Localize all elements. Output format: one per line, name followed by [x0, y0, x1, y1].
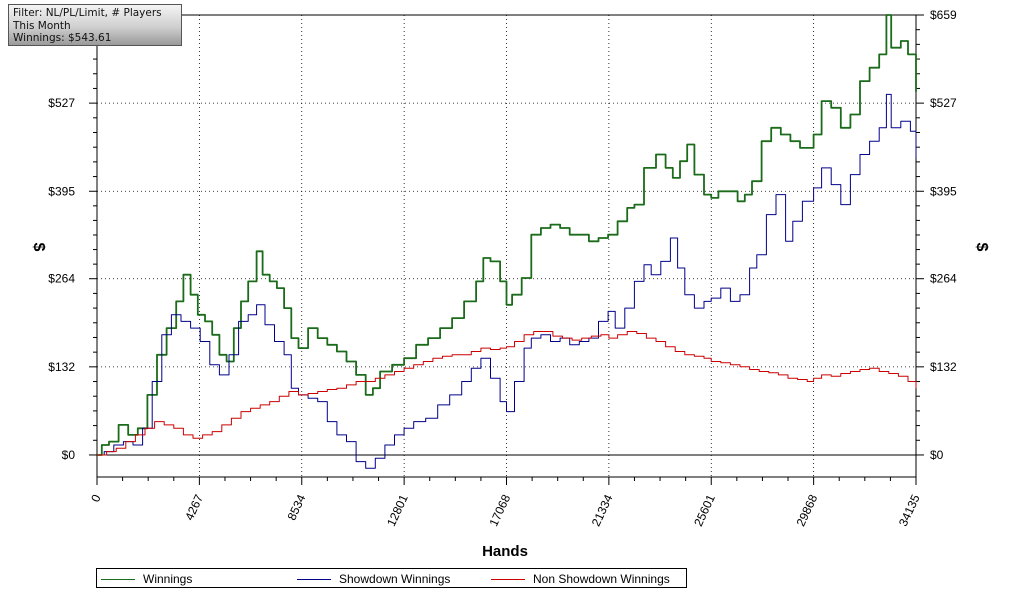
x-tick-label: 17068 [486, 492, 513, 528]
y-tick-label-right: $264 [930, 272, 957, 286]
series-line-non-showdown-winnings [97, 331, 917, 456]
legend-item-winnings: Winnings [101, 571, 192, 587]
y-tick-label-left: $264 [48, 272, 75, 286]
legend-swatch-non-showdown [491, 578, 525, 580]
y-axis-left-labels: $0$132$264$395$527$659 [48, 8, 75, 462]
x-tick-label: 21334 [589, 492, 616, 528]
x-tick-label: 12801 [384, 492, 411, 528]
y-tick-label-left: $132 [48, 360, 75, 374]
y-axis-right-labels: $0 $132 $264 $395 $527 $659 [930, 8, 957, 462]
y-tick-label-left: $395 [48, 184, 75, 198]
legend-item-non-showdown: Non Showdown Winnings [491, 571, 670, 587]
series-line-winnings [97, 14, 917, 456]
filter-line: Filter: NL/PL/Limit, # Players [13, 7, 162, 19]
winnings-total-line: Winnings: $543.61 [13, 32, 112, 44]
legend-label-winnings: Winnings [143, 572, 193, 586]
x-tick-label: 25601 [691, 492, 718, 528]
series-line-showdown-winnings [97, 93, 917, 469]
y-tick-label-left: $527 [48, 96, 75, 110]
y-tick-label-right: $0 [930, 448, 944, 462]
x-tick-label: 34135 [896, 492, 923, 528]
x-tick-label: 8534 [285, 492, 309, 522]
x-axis-labels: 0 4267 8534 12801 17068 21334 25601 29868 34135 [88, 492, 923, 528]
x-axis-title: Hands [482, 543, 528, 560]
x-tick-label: 29868 [794, 492, 821, 528]
x-tick-label: 0 [88, 492, 104, 504]
legend-item-showdown: Showdown Winnings [297, 571, 450, 587]
period-line: This Month [13, 19, 71, 32]
legend-label-non-showdown: Non Showdown Winnings [533, 572, 670, 586]
y-tick-label-left: $0 [62, 448, 76, 462]
y-axis-title-right: $ [973, 243, 990, 252]
y-tick-label-right: $132 [930, 360, 957, 374]
y-tick-label-right: $395 [930, 184, 957, 198]
series-lines [97, 14, 917, 469]
legend-swatch-showdown [297, 578, 331, 580]
filter-summary-box: Filter: NL/PL/Limit, # Players This Mont… [8, 4, 182, 46]
legend-label-showdown: Showdown Winnings [339, 572, 451, 586]
chart-legend: Winnings Showdown Winnings Non Showdown … [96, 568, 687, 588]
x-tick-label: 4267 [182, 492, 206, 522]
y-axis-title-left: $ [30, 243, 47, 252]
legend-swatch-winnings [101, 578, 135, 580]
y-tick-label-right: $527 [930, 96, 957, 110]
axis-ticks [89, 14, 924, 485]
y-tick-label-right: $659 [930, 8, 957, 22]
